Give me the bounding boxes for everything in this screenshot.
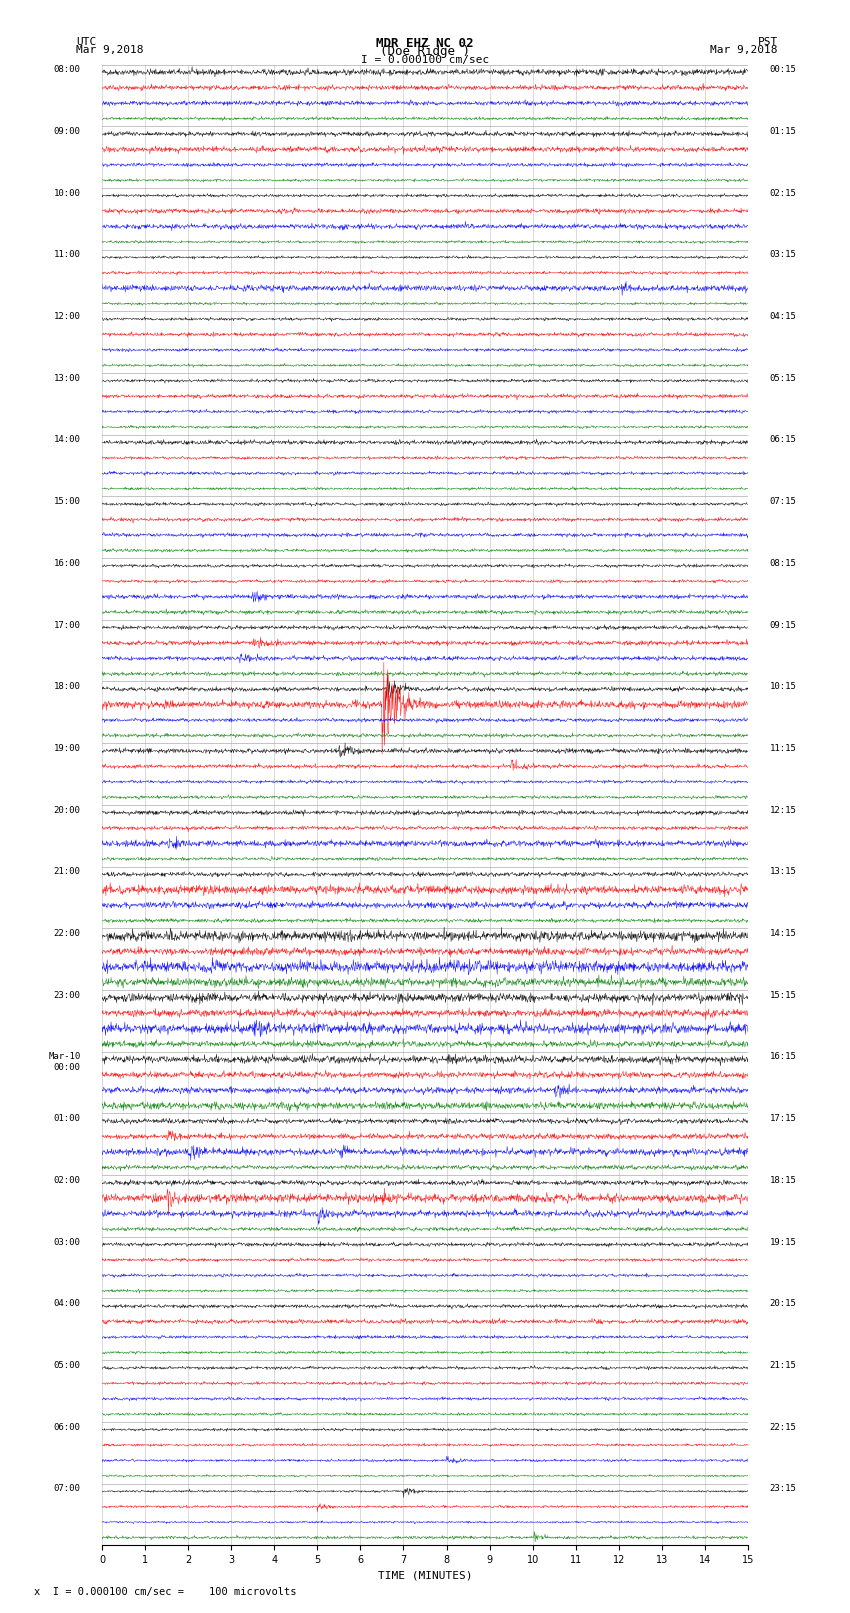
Text: 18:00: 18:00: [54, 682, 81, 692]
Text: UTC: UTC: [76, 37, 97, 47]
Text: 16:15: 16:15: [769, 1052, 796, 1061]
Text: 21:00: 21:00: [54, 868, 81, 876]
Text: 19:00: 19:00: [54, 744, 81, 753]
Text: 02:15: 02:15: [769, 189, 796, 198]
Text: 15:00: 15:00: [54, 497, 81, 506]
Text: Mar 9,2018: Mar 9,2018: [76, 45, 144, 55]
X-axis label: TIME (MINUTES): TIME (MINUTES): [377, 1571, 473, 1581]
Text: 04:00: 04:00: [54, 1298, 81, 1308]
Text: 03:00: 03:00: [54, 1237, 81, 1247]
Text: 20:00: 20:00: [54, 805, 81, 815]
Text: 01:00: 01:00: [54, 1115, 81, 1123]
Text: x  I = 0.000100 cm/sec =    100 microvolts: x I = 0.000100 cm/sec = 100 microvolts: [34, 1587, 297, 1597]
Text: 12:15: 12:15: [769, 805, 796, 815]
Text: 23:15: 23:15: [769, 1484, 796, 1494]
Text: 06:00: 06:00: [54, 1423, 81, 1432]
Text: 09:00: 09:00: [54, 127, 81, 135]
Text: (Doe Ridge ): (Doe Ridge ): [380, 45, 470, 58]
Text: 07:00: 07:00: [54, 1484, 81, 1494]
Text: 14:00: 14:00: [54, 436, 81, 445]
Text: 05:00: 05:00: [54, 1361, 81, 1369]
Text: 11:15: 11:15: [769, 744, 796, 753]
Text: 12:00: 12:00: [54, 311, 81, 321]
Text: 18:15: 18:15: [769, 1176, 796, 1186]
Text: 11:00: 11:00: [54, 250, 81, 260]
Text: 02:00: 02:00: [54, 1176, 81, 1186]
Text: 05:15: 05:15: [769, 374, 796, 382]
Text: 09:15: 09:15: [769, 621, 796, 629]
Text: MDR EHZ NC 02: MDR EHZ NC 02: [377, 37, 473, 50]
Text: 10:15: 10:15: [769, 682, 796, 692]
Text: 23:00: 23:00: [54, 990, 81, 1000]
Text: I = 0.000100 cm/sec: I = 0.000100 cm/sec: [361, 55, 489, 65]
Text: 21:15: 21:15: [769, 1361, 796, 1369]
Text: 15:15: 15:15: [769, 990, 796, 1000]
Text: 22:00: 22:00: [54, 929, 81, 939]
Text: 00:15: 00:15: [769, 65, 796, 74]
Text: 16:00: 16:00: [54, 558, 81, 568]
Text: 13:00: 13:00: [54, 374, 81, 382]
Text: 20:15: 20:15: [769, 1298, 796, 1308]
Text: 14:15: 14:15: [769, 929, 796, 939]
Text: 13:15: 13:15: [769, 868, 796, 876]
Text: Mar-10
00:00: Mar-10 00:00: [48, 1052, 81, 1073]
Text: 04:15: 04:15: [769, 311, 796, 321]
Text: PST: PST: [757, 37, 778, 47]
Text: 08:00: 08:00: [54, 65, 81, 74]
Text: 10:00: 10:00: [54, 189, 81, 198]
Text: 08:15: 08:15: [769, 558, 796, 568]
Text: 17:15: 17:15: [769, 1115, 796, 1123]
Text: 03:15: 03:15: [769, 250, 796, 260]
Text: 19:15: 19:15: [769, 1237, 796, 1247]
Text: 07:15: 07:15: [769, 497, 796, 506]
Text: 22:15: 22:15: [769, 1423, 796, 1432]
Text: Mar 9,2018: Mar 9,2018: [711, 45, 778, 55]
Text: 01:15: 01:15: [769, 127, 796, 135]
Text: 17:00: 17:00: [54, 621, 81, 629]
Text: 06:15: 06:15: [769, 436, 796, 445]
